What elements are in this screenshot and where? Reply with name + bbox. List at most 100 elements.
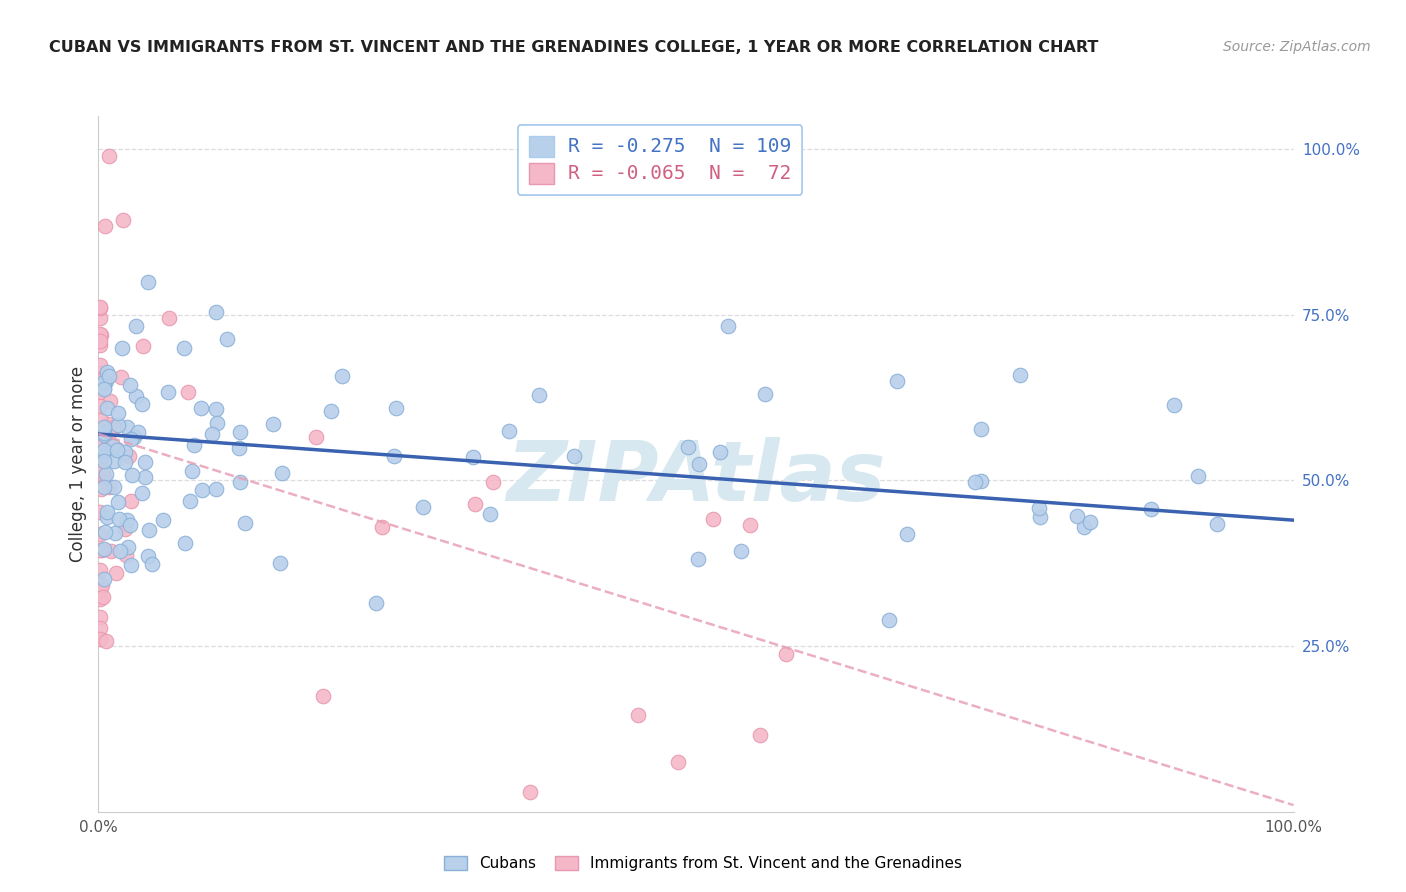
Point <box>738 518 761 533</box>
Point <box>1066 509 1088 524</box>
Point <box>122 430 145 444</box>
Point <box>412 500 434 515</box>
Point <box>1010 368 1032 382</box>
Point <box>127 425 149 439</box>
Point <box>111 341 134 355</box>
Point <box>134 470 156 484</box>
Point <box>89 300 111 314</box>
Point <box>93 375 115 389</box>
Point <box>1206 517 1229 532</box>
Point <box>93 426 115 441</box>
Point <box>114 444 136 458</box>
Point <box>94 524 117 539</box>
Point <box>94 467 117 481</box>
Point <box>96 365 118 379</box>
Point <box>107 495 129 509</box>
Point <box>112 213 135 227</box>
Text: Source: ZipAtlas.com: Source: ZipAtlas.com <box>1223 40 1371 54</box>
Point <box>896 527 918 541</box>
Point <box>519 785 541 799</box>
Point <box>134 455 156 469</box>
Point <box>201 427 224 442</box>
Point <box>97 432 120 446</box>
Text: ZIPAtlas: ZIPAtlas <box>506 437 886 518</box>
Point <box>118 449 141 463</box>
Point <box>205 305 228 319</box>
Point <box>877 613 900 627</box>
Text: CUBAN VS IMMIGRANTS FROM ST. VINCENT AND THE GRENADINES COLLEGE, 1 YEAR OR MORE : CUBAN VS IMMIGRANTS FROM ST. VINCENT AND… <box>49 40 1098 55</box>
Point <box>91 590 114 604</box>
Point <box>364 596 387 610</box>
Point <box>479 507 502 521</box>
Point <box>91 542 114 557</box>
Point <box>89 338 111 352</box>
Point <box>89 446 111 460</box>
Point <box>118 377 141 392</box>
Point <box>131 486 153 500</box>
Point <box>1080 516 1102 530</box>
Point <box>89 591 111 606</box>
Point <box>1139 502 1161 516</box>
Point <box>205 482 228 496</box>
Point <box>748 728 770 742</box>
Point <box>89 622 111 636</box>
Point <box>103 480 125 494</box>
Point <box>89 444 111 458</box>
Point <box>124 318 146 333</box>
Point <box>382 449 405 463</box>
Point <box>174 535 197 549</box>
Point <box>89 505 111 519</box>
Point <box>464 497 486 511</box>
Point <box>709 445 731 459</box>
Point <box>94 634 117 648</box>
Point <box>262 417 284 431</box>
Point <box>228 441 250 455</box>
Point <box>229 475 252 489</box>
Point <box>173 341 195 355</box>
Point <box>688 458 710 472</box>
Point <box>141 558 163 572</box>
Point <box>97 417 120 431</box>
Point <box>89 384 111 399</box>
Point <box>89 399 111 413</box>
Point <box>98 149 121 163</box>
Point <box>103 454 125 468</box>
Point <box>754 387 776 401</box>
Point <box>114 455 136 469</box>
Point <box>1187 468 1209 483</box>
Point <box>1028 500 1050 515</box>
Point <box>89 577 111 591</box>
Point <box>89 563 111 577</box>
Point <box>676 440 699 454</box>
Point <box>108 512 131 526</box>
Point <box>89 460 111 475</box>
Point <box>98 369 121 384</box>
Point <box>1163 398 1185 412</box>
Point <box>103 420 125 434</box>
Point <box>93 448 115 462</box>
Point <box>717 318 740 333</box>
Point <box>110 370 132 384</box>
Point <box>93 480 115 494</box>
Point <box>270 466 292 480</box>
Point <box>89 310 111 325</box>
Point <box>120 558 142 573</box>
Point <box>93 442 115 457</box>
Point <box>114 522 136 536</box>
Point <box>132 339 155 353</box>
Point <box>104 526 127 541</box>
Point <box>98 393 121 408</box>
Point <box>138 523 160 537</box>
Point <box>108 544 131 558</box>
Point <box>107 418 129 433</box>
Point <box>217 332 239 346</box>
Point <box>498 424 520 438</box>
Point <box>89 411 111 425</box>
Point <box>131 397 153 411</box>
Point <box>89 334 111 349</box>
Point <box>136 549 159 564</box>
Point <box>89 301 111 315</box>
Point <box>96 510 118 524</box>
Point <box>89 425 111 440</box>
Point <box>205 416 228 430</box>
